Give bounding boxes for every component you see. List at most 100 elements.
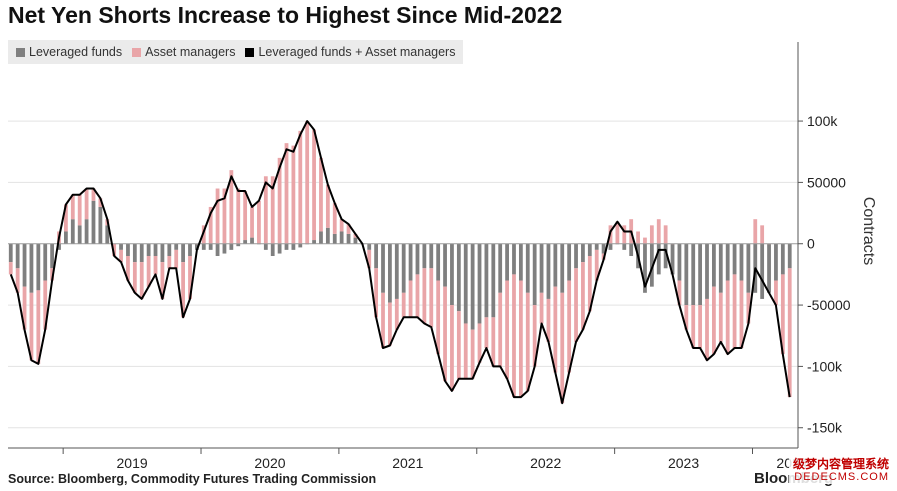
leveraged-funds-bar (312, 240, 316, 244)
leveraged-funds-bar (587, 243, 592, 256)
leveraged-funds-bar (746, 243, 751, 293)
leveraged-funds-bar (408, 243, 413, 281)
y-tick-label: -150k (807, 420, 843, 436)
leveraged-funds-bar (263, 243, 268, 250)
leveraged-funds-bar (388, 243, 392, 303)
asset-managers-bar (284, 143, 289, 244)
y-axis-title: Contracts (860, 197, 877, 265)
leveraged-funds-bar (22, 243, 27, 287)
asset-managers-bar (298, 130, 303, 244)
leveraged-funds-bar (581, 243, 585, 263)
legend-item-leveraged-funds: Leveraged funds (16, 45, 122, 59)
leveraged-funds-bar (712, 243, 716, 287)
leveraged-funds-bar (677, 243, 682, 281)
asset-managers-bar (615, 221, 620, 244)
leveraged-funds-bar (98, 206, 103, 244)
asset-managers-bar (394, 298, 399, 330)
leveraged-funds-bar (181, 243, 185, 263)
leveraged-funds-bar (622, 243, 627, 250)
asset-managers-bar (739, 280, 744, 348)
asset-managers-bar (560, 292, 565, 404)
asset-managers-bar (636, 231, 640, 244)
asset-managers-bar (450, 305, 454, 391)
leveraged-funds-bar (50, 243, 55, 269)
leveraged-funds-bar (119, 243, 123, 250)
asset-managers-bar (518, 280, 523, 398)
asset-managers-bar (91, 188, 96, 201)
asset-managers-bar (167, 256, 172, 269)
leveraged-funds-bar (498, 243, 503, 293)
leveraged-funds-bar (353, 237, 358, 244)
asset-managers-bar (36, 290, 41, 364)
leveraged-funds-bar (643, 243, 647, 293)
asset-managers-bar (594, 249, 599, 281)
asset-managers-bar (477, 323, 482, 363)
asset-managers-bar (677, 280, 682, 306)
leveraged-funds-bar (236, 243, 241, 247)
leveraged-funds-bar (780, 243, 785, 275)
asset-managers-bar (208, 206, 213, 244)
asset-managers-bar (753, 219, 758, 244)
x-tick-label: 2021 (392, 455, 423, 471)
leveraged-funds-bar (277, 243, 282, 254)
asset-managers-bar (367, 249, 372, 269)
asset-managers-bar (64, 204, 68, 232)
asset-managers-bar (422, 268, 427, 324)
asset-managers-bar (98, 198, 103, 207)
asset-managers-bar (119, 249, 123, 263)
leveraged-funds-bar (512, 243, 516, 275)
asset-managers-bar (436, 280, 441, 355)
asset-managers-bar (725, 280, 730, 355)
leveraged-funds-bar (132, 243, 137, 263)
asset-managers-bar (146, 256, 151, 287)
asset-managers-bar (732, 274, 737, 348)
asset-managers-bar (305, 121, 310, 244)
leveraged-funds-bar (739, 243, 744, 281)
asset-managers-bar (649, 225, 654, 244)
asset-managers-bar (581, 262, 585, 330)
leveraged-funds-bar (539, 243, 544, 293)
leveraged-funds-bar (725, 243, 730, 281)
asset-managers-bar (415, 274, 420, 318)
asset-managers-bar (532, 305, 537, 367)
leveraged-funds-bar (705, 243, 709, 299)
leveraged-funds-bar (374, 243, 379, 269)
asset-managers-bar (319, 157, 323, 232)
asset-managers-bar (181, 262, 185, 318)
leveraged-funds-bar (36, 243, 41, 291)
asset-managers-bar (374, 268, 379, 318)
asset-managers-bar (512, 274, 516, 398)
leveraged-funds-bar (15, 243, 20, 269)
asset-managers-bar (8, 262, 13, 275)
legend-label-leveraged-funds: Leveraged funds (29, 45, 123, 59)
legend-item-asset-managers: Asset managers (132, 45, 235, 59)
x-tick-label: 2022 (530, 455, 561, 471)
leveraged-funds-bar (767, 243, 771, 293)
y-tick-label: -100k (807, 358, 843, 374)
leveraged-funds-bar (698, 243, 703, 306)
asset-managers-bar (698, 305, 703, 348)
asset-managers-bar (746, 292, 751, 324)
y-tick-label: 100k (807, 113, 838, 129)
asset-managers-bar (325, 184, 330, 228)
leveraged-funds-bar (215, 243, 220, 256)
leveraged-funds-bar (401, 243, 406, 293)
asset-managers-bar (139, 262, 144, 299)
leveraged-funds-bar (574, 243, 578, 269)
asset-managers-bar (643, 237, 647, 244)
leveraged-funds-bar (270, 243, 275, 256)
asset-managers-bar (70, 194, 75, 220)
legend-label-asset-managers: Asset managers (145, 45, 236, 59)
asset-managers-bar (408, 280, 413, 318)
leveraged-funds-bar (491, 243, 496, 318)
asset-managers-bar (77, 194, 82, 226)
leveraged-funds-bar (105, 225, 110, 244)
leveraged-funds-bar (477, 243, 482, 324)
leveraged-funds-bar (760, 243, 765, 299)
leveraged-funds-bar (422, 243, 427, 269)
leveraged-funds-bar (29, 243, 34, 293)
asset-managers-bar (691, 305, 696, 348)
legend-swatch-combined (245, 47, 255, 57)
asset-managers-bar (291, 145, 296, 244)
